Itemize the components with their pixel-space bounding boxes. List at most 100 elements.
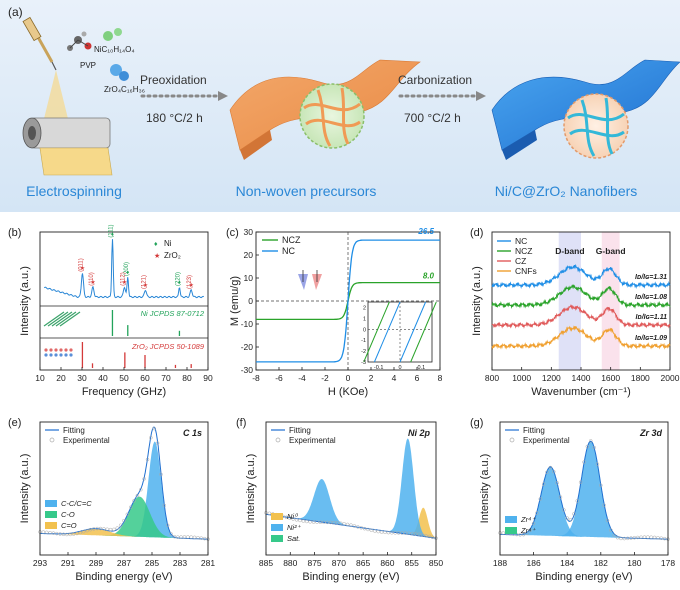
precursor-sheet bbox=[229, 59, 421, 160]
experimental-point bbox=[322, 520, 326, 525]
experimental-point bbox=[396, 531, 401, 535]
experimental-point bbox=[196, 535, 200, 540]
legend-swatch bbox=[45, 511, 57, 518]
legend-experimental-label: Experimental bbox=[289, 436, 336, 445]
experimental-point bbox=[162, 503, 167, 508]
experimental-point bbox=[393, 531, 397, 535]
experimental-point bbox=[555, 481, 559, 485]
experimental-point bbox=[625, 536, 630, 541]
crystal-structure-icon bbox=[44, 348, 73, 357]
experimental-point bbox=[294, 518, 299, 522]
crystal-bond bbox=[59, 311, 81, 327]
experimental-point bbox=[538, 497, 543, 501]
y-axis-label: Intensity (a.u.) bbox=[245, 454, 257, 524]
experimental-point bbox=[585, 444, 590, 449]
inset-x-tick-label: -0.1 bbox=[374, 365, 383, 371]
collector-drum-icon bbox=[22, 117, 113, 176]
x-tick-label: 1600 bbox=[601, 373, 620, 383]
x-tick-label: 291 bbox=[61, 558, 75, 568]
x-tick-label: 4 bbox=[392, 373, 397, 383]
crystal-bond bbox=[55, 311, 77, 327]
zro2-peak-marker: ★ bbox=[90, 279, 95, 286]
legend-swatch bbox=[271, 513, 283, 520]
step2-name: Carbonization bbox=[398, 73, 472, 87]
raman-spectrum-nc bbox=[491, 263, 671, 290]
zro2-peak-marker: ★ bbox=[80, 265, 85, 272]
experimental-point bbox=[662, 536, 667, 541]
x-tick-label: 800 bbox=[485, 373, 499, 383]
crystal-bond bbox=[51, 311, 73, 327]
hysteresis-curve-nc bbox=[256, 239, 440, 363]
intensity-ratio-label: Iᴅ/Iɢ=1.11 bbox=[636, 314, 668, 321]
x-tick-label: 182 bbox=[594, 558, 608, 568]
ni-reference-label: Ni JCPDS 87-0712 bbox=[141, 309, 205, 318]
experimental-point bbox=[413, 532, 418, 536]
experimental-point bbox=[548, 465, 553, 470]
experimental-point bbox=[366, 527, 370, 532]
experimental-point bbox=[132, 499, 136, 503]
legend-label-nc: NC bbox=[282, 246, 295, 256]
panel-letter: (d) bbox=[470, 227, 483, 239]
intensity-ratio-label: Iᴅ/Iɢ=1.31 bbox=[635, 274, 667, 281]
legend-label: CZ bbox=[515, 256, 526, 266]
experimental-point bbox=[369, 528, 374, 533]
x-tick-label: 2 bbox=[369, 373, 374, 383]
caption-nanofibers: Ni/C@ZrO₂ Nanofibers bbox=[495, 183, 638, 199]
xps-component-peak bbox=[500, 466, 668, 540]
panel-letter: (f) bbox=[236, 417, 246, 429]
experimental-point bbox=[92, 527, 96, 531]
x-axis-label: Frequency (GHz) bbox=[82, 386, 166, 398]
legend-fitting-label: Fitting bbox=[523, 426, 545, 435]
experimental-point bbox=[565, 516, 569, 520]
x-axis-label: Binding energy (eV) bbox=[535, 571, 632, 583]
crystal-atom bbox=[44, 348, 48, 352]
legend-component-label: Sat. bbox=[287, 534, 300, 543]
experimental-point bbox=[176, 535, 180, 539]
saturation-label-ncz: 8.0 bbox=[423, 272, 435, 281]
x-tick-label: 10 bbox=[35, 373, 45, 383]
zro2-peak-label: (121) bbox=[141, 275, 147, 289]
experimental-point bbox=[376, 529, 380, 534]
x-tick-label: 1800 bbox=[631, 373, 650, 383]
experimental-point bbox=[345, 522, 350, 527]
x-tick-label: 178 bbox=[661, 558, 675, 568]
x-tick-label: 40 bbox=[98, 373, 108, 383]
experimental-point bbox=[629, 536, 633, 540]
ni-peak-marker: ♦ bbox=[178, 280, 181, 286]
saturation-label-nc: 26.5 bbox=[417, 227, 434, 236]
experimental-point bbox=[125, 512, 130, 517]
experimental-point bbox=[646, 535, 650, 539]
experimental-point bbox=[386, 530, 391, 535]
experimental-point bbox=[122, 518, 126, 523]
experimental-point bbox=[407, 531, 411, 535]
zr-reagent-label: ZrO₄C₁₆H₃₆ bbox=[104, 85, 145, 94]
crystal-structure-icon bbox=[43, 311, 81, 327]
crystal-atom bbox=[64, 353, 68, 357]
crystal-atom bbox=[54, 353, 58, 357]
experimental-point bbox=[545, 470, 549, 474]
y-axis-label: Intensity (a.u.) bbox=[479, 454, 491, 524]
ni-peak-marker: ♦ bbox=[126, 270, 129, 276]
experimental-point bbox=[639, 535, 643, 540]
x-tick-label: 8 bbox=[438, 373, 443, 383]
x-tick-label: 865 bbox=[356, 558, 370, 568]
experimental-point bbox=[165, 523, 170, 528]
raman-spectrum-ncz bbox=[491, 284, 671, 310]
experimental-point bbox=[599, 483, 603, 488]
x-tick-label: -2 bbox=[321, 373, 329, 383]
x-tick-label: 289 bbox=[89, 558, 103, 568]
x-tick-label: 1400 bbox=[572, 373, 591, 383]
xps-experimental-points bbox=[498, 439, 670, 541]
caption-electrospinning: Electrospinning bbox=[26, 183, 122, 199]
legend-swatch bbox=[45, 522, 57, 529]
x-tick-label: 90 bbox=[203, 373, 213, 383]
x-tick-label: 60 bbox=[140, 373, 150, 383]
experimental-point bbox=[417, 532, 421, 537]
experimental-point bbox=[642, 535, 647, 539]
legend-label-ncz: NCZ bbox=[282, 235, 301, 245]
crystal-atom bbox=[64, 348, 68, 352]
inset-curve bbox=[373, 301, 401, 363]
crystal-atom bbox=[49, 348, 53, 352]
experimental-point bbox=[349, 523, 353, 527]
